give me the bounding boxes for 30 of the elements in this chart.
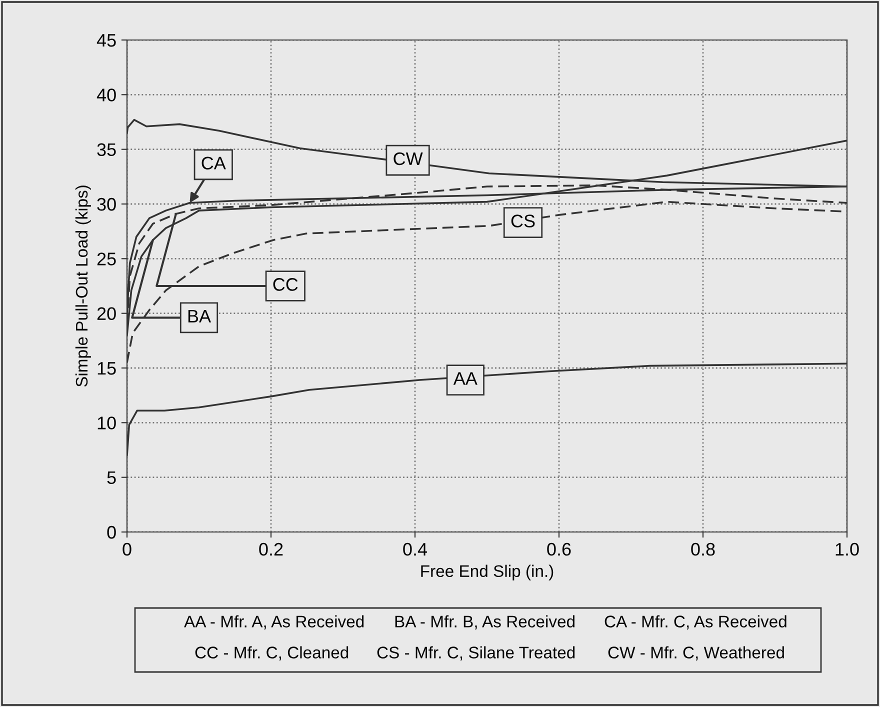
x-tick-label: 0 xyxy=(122,542,132,556)
y-tick-label: 35 xyxy=(97,143,116,156)
y-tick-label: 0 xyxy=(107,526,116,539)
text: CC - Mfr. C, Cleaned xyxy=(195,646,348,660)
x-tick-label: 0.8 xyxy=(691,542,715,556)
text: CS - Mfr. C, Silane Treated xyxy=(377,646,575,660)
series-label: CA xyxy=(202,156,226,170)
x-axis-title: Free End Slip (in.) xyxy=(421,564,554,580)
y-tick-label: 15 xyxy=(98,362,116,375)
y-tick-label: 5 xyxy=(107,471,116,484)
x-tick-label: 1.0 xyxy=(836,542,859,556)
text: CC xyxy=(273,278,298,291)
y-axis-title: Simple Pull-Out Load (kips) xyxy=(75,186,91,387)
x-tick-label: 0.6 xyxy=(547,542,571,556)
text: AA - Mfr. A, As Received xyxy=(184,615,364,630)
series-label: CW xyxy=(394,152,423,166)
y-tick-label: 25 xyxy=(97,252,116,266)
y-tick-label: 20 xyxy=(97,307,116,320)
text: CA - Mfr. C, As Received xyxy=(604,615,786,630)
text: BA - Mfr. B, As Received xyxy=(395,615,574,630)
series-label: AA xyxy=(453,372,478,385)
y-tick-label: 45 xyxy=(96,34,116,47)
y-tick-label: 10 xyxy=(98,416,116,430)
y-tick-label: 30 xyxy=(97,198,116,211)
text: BA xyxy=(188,310,212,322)
text: CW - Mfr. C, Weathered xyxy=(608,646,784,660)
x-tick-label: 0.4 xyxy=(403,542,428,556)
series-label: CS xyxy=(511,214,535,228)
y-tick-label: 40 xyxy=(96,88,116,102)
x-tick-label: 0.2 xyxy=(259,542,283,556)
